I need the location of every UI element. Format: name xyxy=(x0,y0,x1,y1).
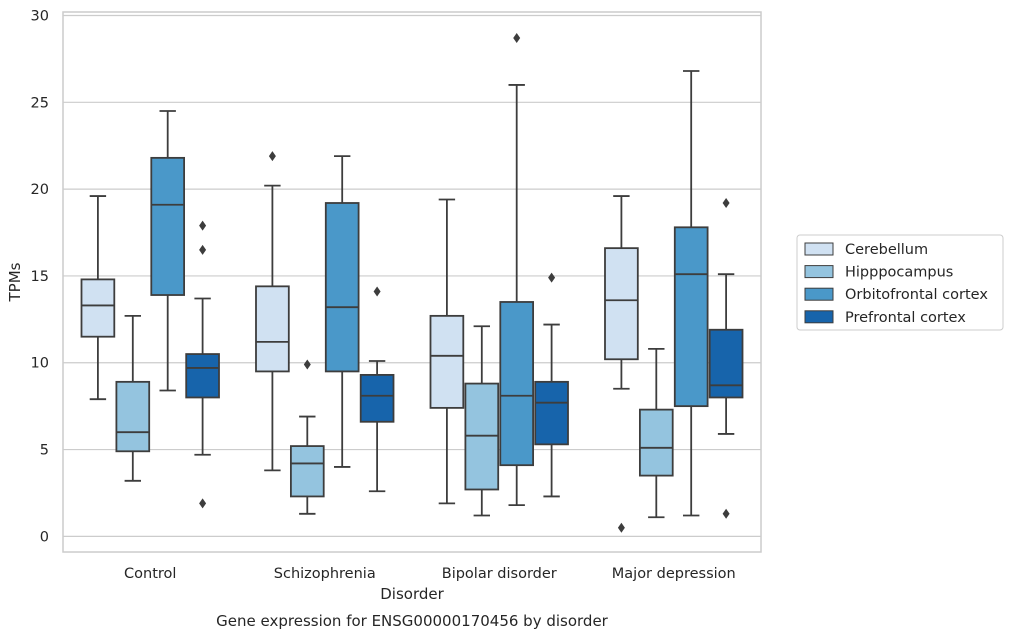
box-iqr xyxy=(115,380,151,453)
outlier-point xyxy=(199,220,207,231)
legend-label: Cerebellum xyxy=(845,242,928,258)
box-iqr xyxy=(150,156,186,296)
y-tick-label: 25 xyxy=(31,95,49,111)
box-prefrontal-cortex xyxy=(534,272,569,498)
legend: Cerebellum Hipppocampus Orbitofrontal cort… xyxy=(796,234,1004,331)
legend-items: Cerebellum Hipppocampus Orbitofrontal cort… xyxy=(804,242,988,326)
outlier-point xyxy=(617,522,625,533)
chart-title: Gene expression for ENSG00000170456 by d… xyxy=(216,612,609,630)
box-orbitofrontal-cortex xyxy=(673,70,709,517)
outlier-point xyxy=(722,197,730,208)
box-iqr xyxy=(324,202,360,373)
y-tick-labels: 0 5 10 15 20 25 30 xyxy=(31,8,49,545)
box-cerebellum xyxy=(604,195,639,533)
legend-swatch xyxy=(804,242,834,256)
y-tick-label: 0 xyxy=(40,529,49,545)
legend-label: Prefrontal cortex xyxy=(845,310,966,326)
outlier-point xyxy=(722,508,730,519)
y-tick-label: 10 xyxy=(31,356,49,372)
x-tick-labels: Control Schizophrenia Bipolar disorder Majo… xyxy=(124,566,736,582)
box-prefrontal-cortex xyxy=(359,286,395,493)
box-iqr xyxy=(499,301,535,467)
outlier-point xyxy=(199,244,207,255)
box-iqr xyxy=(185,353,220,399)
box-cerebellum xyxy=(255,151,290,472)
box-iqr xyxy=(534,380,569,446)
y-tick-label: 20 xyxy=(31,182,49,198)
legend-swatch xyxy=(804,287,834,301)
legend-swatch xyxy=(804,310,834,324)
boxes xyxy=(80,33,744,533)
outlier-point xyxy=(303,359,311,370)
outlier-point xyxy=(268,151,276,162)
x-tick-label: Control xyxy=(124,566,176,582)
box-orbitofrontal-cortex xyxy=(324,155,360,468)
box-iqr xyxy=(604,247,639,361)
box-orbitofrontal-cortex xyxy=(499,33,535,507)
box-iqr xyxy=(80,278,116,338)
x-tick-label: Schizophrenia xyxy=(274,566,376,582)
box-hipppocampus xyxy=(638,347,674,519)
x-axis-label: Disorder xyxy=(380,585,444,603)
outlier-point xyxy=(548,272,556,283)
y-tick-label: 15 xyxy=(31,269,49,285)
legend-label: Orbitofrontal cortex xyxy=(845,287,988,303)
outlier-point xyxy=(513,33,521,44)
box-hipppocampus xyxy=(289,359,325,515)
box-prefrontal-cortex xyxy=(185,220,220,509)
y-axis-label: TPMs xyxy=(6,262,24,302)
box-iqr xyxy=(429,314,465,409)
box-iqr xyxy=(289,445,325,498)
legend-frame xyxy=(796,234,1004,331)
legend-label: Hipppocampus xyxy=(845,265,953,281)
box-prefrontal-cortex xyxy=(708,197,744,519)
outlier-point xyxy=(373,286,381,297)
y-tick-label: 5 xyxy=(40,443,49,459)
box-iqr xyxy=(255,285,290,373)
box-orbitofrontal-cortex xyxy=(150,110,186,392)
x-tick-label: Major depression xyxy=(612,566,736,582)
x-tick-label: Bipolar disorder xyxy=(442,566,557,582)
box-iqr xyxy=(638,408,674,477)
box-hipppocampus xyxy=(115,314,151,482)
legend-swatch xyxy=(804,265,834,279)
box-cerebellum xyxy=(429,198,465,505)
y-tick-label: 30 xyxy=(31,8,49,24)
box-hipppocampus xyxy=(464,325,500,517)
box-iqr xyxy=(673,226,709,408)
box-cerebellum xyxy=(80,195,116,401)
box-iqr xyxy=(359,373,395,423)
outlier-point xyxy=(199,498,207,509)
box-iqr xyxy=(708,328,744,399)
